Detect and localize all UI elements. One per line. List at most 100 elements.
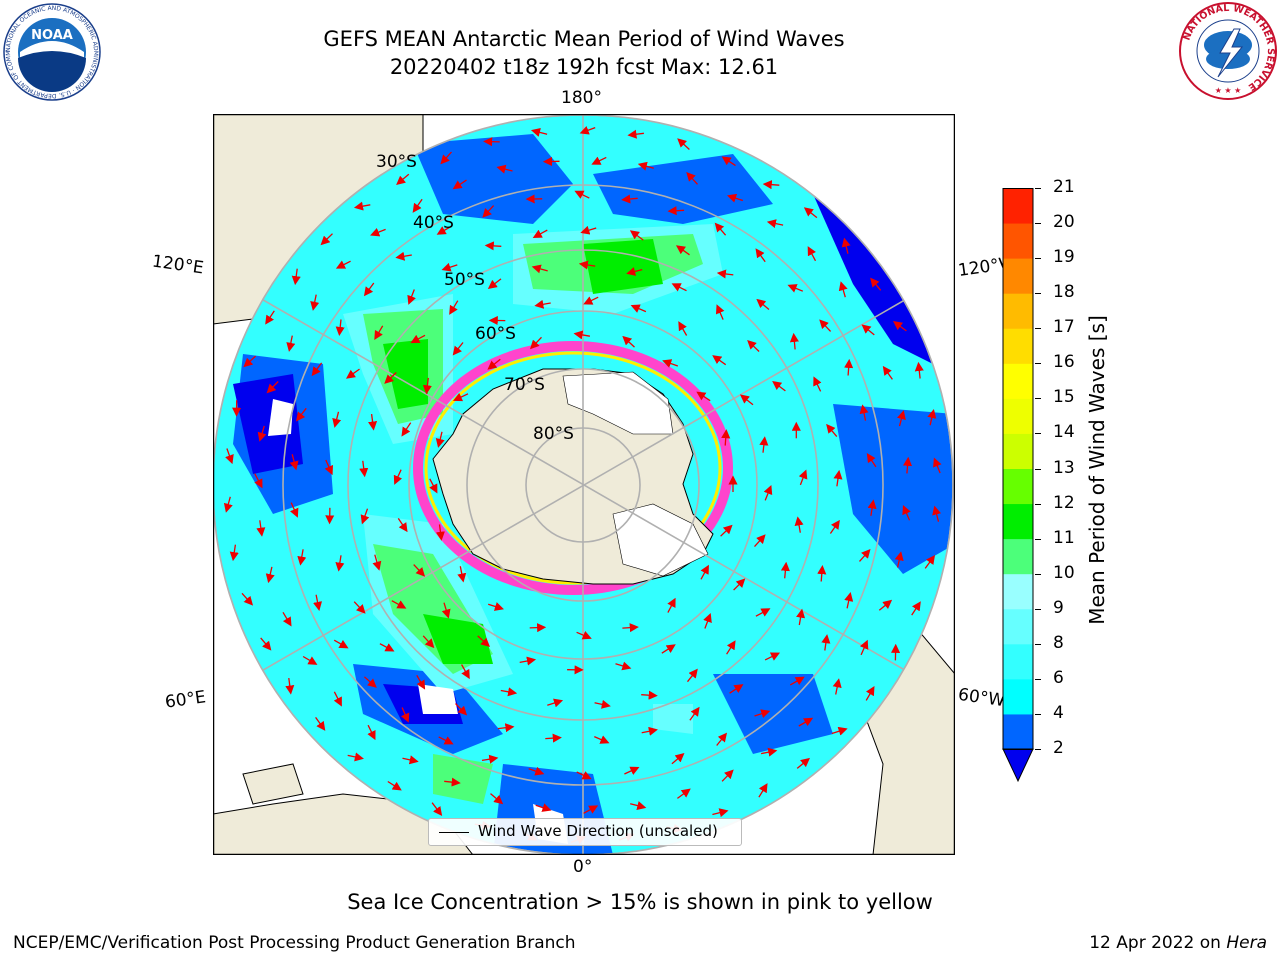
wind-wave-arrow	[696, 391, 711, 402]
wind-wave-arrow	[789, 676, 805, 686]
wind-wave-arrow	[677, 138, 690, 150]
wind-wave-arrow	[686, 171, 698, 185]
wind-wave-arrow	[721, 429, 731, 446]
wind-wave-arrow	[789, 332, 799, 350]
wind-wave-arrow	[497, 723, 515, 733]
wind-wave-arrow	[440, 151, 452, 165]
colorbar-segment	[1003, 223, 1033, 259]
colorbar-tick	[1035, 223, 1041, 225]
lon-label-180: 180°	[561, 88, 602, 108]
colorbar-tick-label: 6	[1053, 667, 1064, 688]
wind-wave-arrow	[583, 296, 599, 305]
lon-label-120e: 120°E	[150, 251, 205, 279]
wind-wave-arrow	[530, 128, 548, 137]
wind-wave-arrow	[296, 407, 307, 422]
wind-wave-arrow	[452, 342, 464, 356]
wind-wave-arrow	[449, 300, 459, 315]
wind-wave-arrow	[496, 164, 513, 174]
wind-wave-arrow	[535, 803, 552, 812]
wind-wave-arrow	[764, 652, 781, 661]
wind-wave-arrow	[803, 207, 818, 219]
colorbar-segment	[1003, 328, 1033, 364]
wind-wave-arrow	[763, 484, 773, 501]
wind-wave-arrow	[324, 459, 333, 476]
wind-wave-arrow	[579, 125, 596, 135]
wind-wave-arrow	[844, 358, 854, 376]
wind-wave-arrow	[826, 423, 838, 438]
colorbar-segment	[1003, 643, 1033, 680]
wind-wave-arrow	[661, 644, 676, 654]
colorbar-segment	[1003, 608, 1033, 645]
wind-wave-arrow	[867, 499, 877, 516]
wind-wave-arrow	[762, 180, 780, 190]
colorbar-tick-label: 21	[1053, 177, 1075, 197]
colorbar-tick-label: 20	[1053, 212, 1075, 233]
wind-wave-arrow	[410, 334, 426, 344]
wind-wave-arrow	[662, 359, 679, 368]
wind-wave-arrow	[686, 668, 698, 683]
wind-wave-arrow	[866, 453, 877, 468]
wind-wave-arrow	[924, 555, 936, 569]
map-legend: Wind Wave Direction (unscaled)	[428, 818, 742, 846]
ocean-field	[213, 115, 953, 855]
wind-wave-arrow	[859, 548, 871, 562]
wind-wave-arrow	[528, 766, 545, 776]
wind-wave-arrow	[487, 278, 502, 289]
wind-wave-arrow	[260, 637, 272, 651]
wind-wave-arrow	[401, 422, 412, 437]
colorbar-tick	[1035, 398, 1041, 400]
wind-wave-arrow	[591, 156, 607, 165]
lon-label-60e: 60°E	[163, 687, 208, 713]
wind-wave-arrow	[438, 736, 454, 745]
wind-wave-arrow	[721, 156, 736, 167]
wind-wave-arrow	[531, 264, 548, 274]
colorbar-tick-label: 9	[1053, 597, 1064, 618]
map-subtitle: 20220402 t18z 192h fcst Max: 12.61	[389, 55, 779, 79]
colorbar-segment	[1003, 503, 1033, 540]
wind-wave-arrow	[700, 564, 709, 580]
colorbar-tick-label: 12	[1053, 492, 1075, 513]
lat-label-30s: 30°S	[376, 152, 417, 172]
colorbar-tick	[1035, 363, 1041, 365]
wind-wave-arrow	[416, 674, 426, 690]
wind-wave-arrow	[345, 368, 360, 379]
wind-wave-arrow	[387, 780, 402, 791]
wind-wave-arrow	[831, 726, 848, 736]
colorbar-tick-label: 8	[1053, 632, 1064, 653]
wind-wave-arrow	[422, 635, 435, 649]
wind-wave-arrow	[667, 206, 685, 216]
wind-wave-arrow	[727, 193, 743, 203]
colorbar-tick-label: 2	[1053, 738, 1064, 758]
wind-wave-arrow	[335, 555, 345, 572]
wind-wave-arrow	[266, 381, 279, 394]
colorbar-tick	[1035, 713, 1041, 715]
legend-line-swatch	[439, 832, 469, 833]
wind-wave-arrow	[861, 324, 875, 336]
nws-logo: NATIONAL WEATHER SERVICE ★ ★ ★	[1178, 1, 1278, 101]
colorbar-tick	[1035, 573, 1041, 575]
wind-wave-arrow	[359, 460, 369, 478]
wind-wave-arrow	[384, 372, 397, 384]
wind-wave-arrow	[794, 516, 804, 533]
colorbar-tick	[1035, 678, 1041, 680]
wind-wave-arrow	[347, 752, 364, 762]
colorbar-tick-label: 13	[1053, 457, 1075, 478]
colorbar-tick-label: 10	[1053, 562, 1075, 583]
wind-wave-arrow	[754, 709, 771, 719]
wind-wave-arrow	[436, 225, 452, 235]
wind-wave-arrow	[313, 594, 323, 611]
wind-wave-arrow	[429, 478, 438, 494]
colorbar-tick-label: 11	[1053, 527, 1075, 548]
wind-wave-arrow	[859, 404, 869, 421]
lat-label-70s: 70°S	[504, 375, 545, 395]
wind-wave-arrow	[360, 508, 370, 525]
wind-wave-arrow	[374, 325, 384, 341]
colorbar-tick-label: 18	[1053, 282, 1075, 303]
wind-wave-arrow	[320, 233, 333, 246]
colorbar-tick	[1035, 188, 1041, 189]
colorbar-segment	[1003, 188, 1033, 224]
wind-wave-arrow	[395, 251, 412, 261]
wind-wave-arrow	[363, 676, 377, 688]
map-title: GEFS MEAN Antarctic Mean Period of Wind …	[323, 27, 845, 51]
wind-wave-arrow	[370, 227, 386, 237]
